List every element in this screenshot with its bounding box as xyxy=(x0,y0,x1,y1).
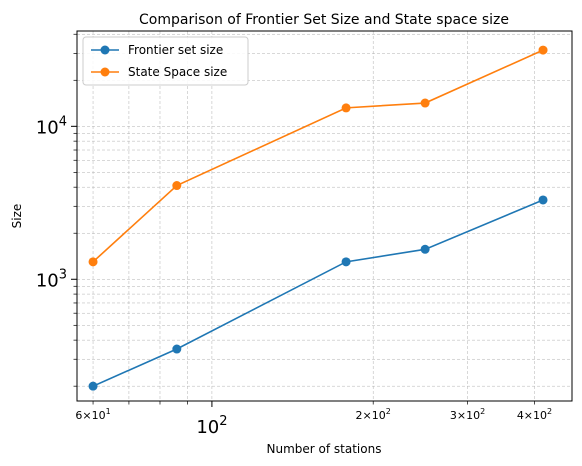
data-point-0-2 xyxy=(341,257,351,267)
data-point-1-4 xyxy=(538,45,548,55)
x-tick-label: 6×101 xyxy=(75,407,110,422)
legend-label-0: Frontier set size xyxy=(128,43,223,57)
legend-box xyxy=(82,36,249,86)
data-point-0-1 xyxy=(172,344,182,354)
series-layer xyxy=(88,45,548,391)
series-line-0 xyxy=(92,199,544,387)
data-point-1-3 xyxy=(420,98,430,108)
data-point-1-0 xyxy=(88,257,98,267)
grid xyxy=(77,31,572,401)
x-axis-label: Number of stations xyxy=(267,442,382,456)
data-point-0-4 xyxy=(538,195,548,205)
x-tick-label: 4×102 xyxy=(517,407,552,422)
plot-frame xyxy=(76,30,573,402)
legend-marker-0 xyxy=(100,45,110,55)
legend-label-1: State Space size xyxy=(128,65,227,79)
legend-marker-1 xyxy=(100,67,110,77)
data-point-0-0 xyxy=(88,381,98,391)
x-tick-label: 2×102 xyxy=(356,407,391,422)
data-point-0-3 xyxy=(420,244,430,254)
x-axis-ticks: 6×101 102 2×102 3×102 4×102 xyxy=(75,401,552,438)
y-axis-ticks: 103 104 xyxy=(36,33,77,387)
data-point-1-1 xyxy=(172,181,182,191)
y-tick-label: 104 xyxy=(36,114,67,138)
legend: Frontier set size State Space size xyxy=(82,36,249,86)
data-point-1-2 xyxy=(341,103,351,113)
x-tick-label: 3×102 xyxy=(450,407,485,422)
y-axis-label: Size xyxy=(10,204,24,229)
y-tick-label: 103 xyxy=(36,267,67,291)
x-tick-label: 102 xyxy=(196,414,227,438)
chart-title: Comparison of Frontier Set Size and Stat… xyxy=(139,12,509,28)
